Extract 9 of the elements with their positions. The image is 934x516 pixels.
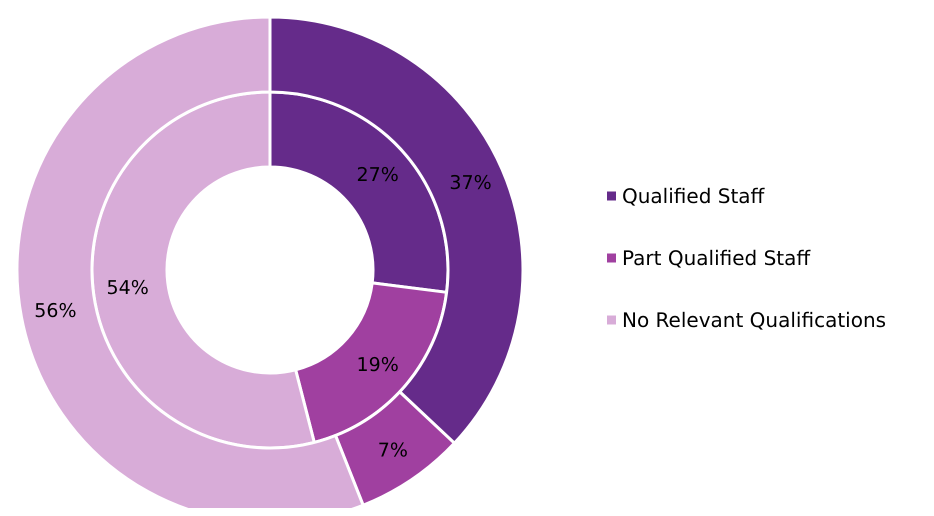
data-label: 19%: [356, 354, 399, 376]
data-label: 7%: [378, 440, 408, 462]
data-label: 37%: [449, 172, 492, 194]
data-label: 56%: [34, 300, 76, 322]
data-label: 54%: [106, 276, 149, 299]
legend-label: Part Qualified Staff: [622, 246, 812, 270]
data-label: 27%: [356, 164, 399, 186]
legend-label: No Relevant Qualifications: [622, 308, 886, 332]
legend-label: Qualified Staff: [622, 184, 766, 208]
